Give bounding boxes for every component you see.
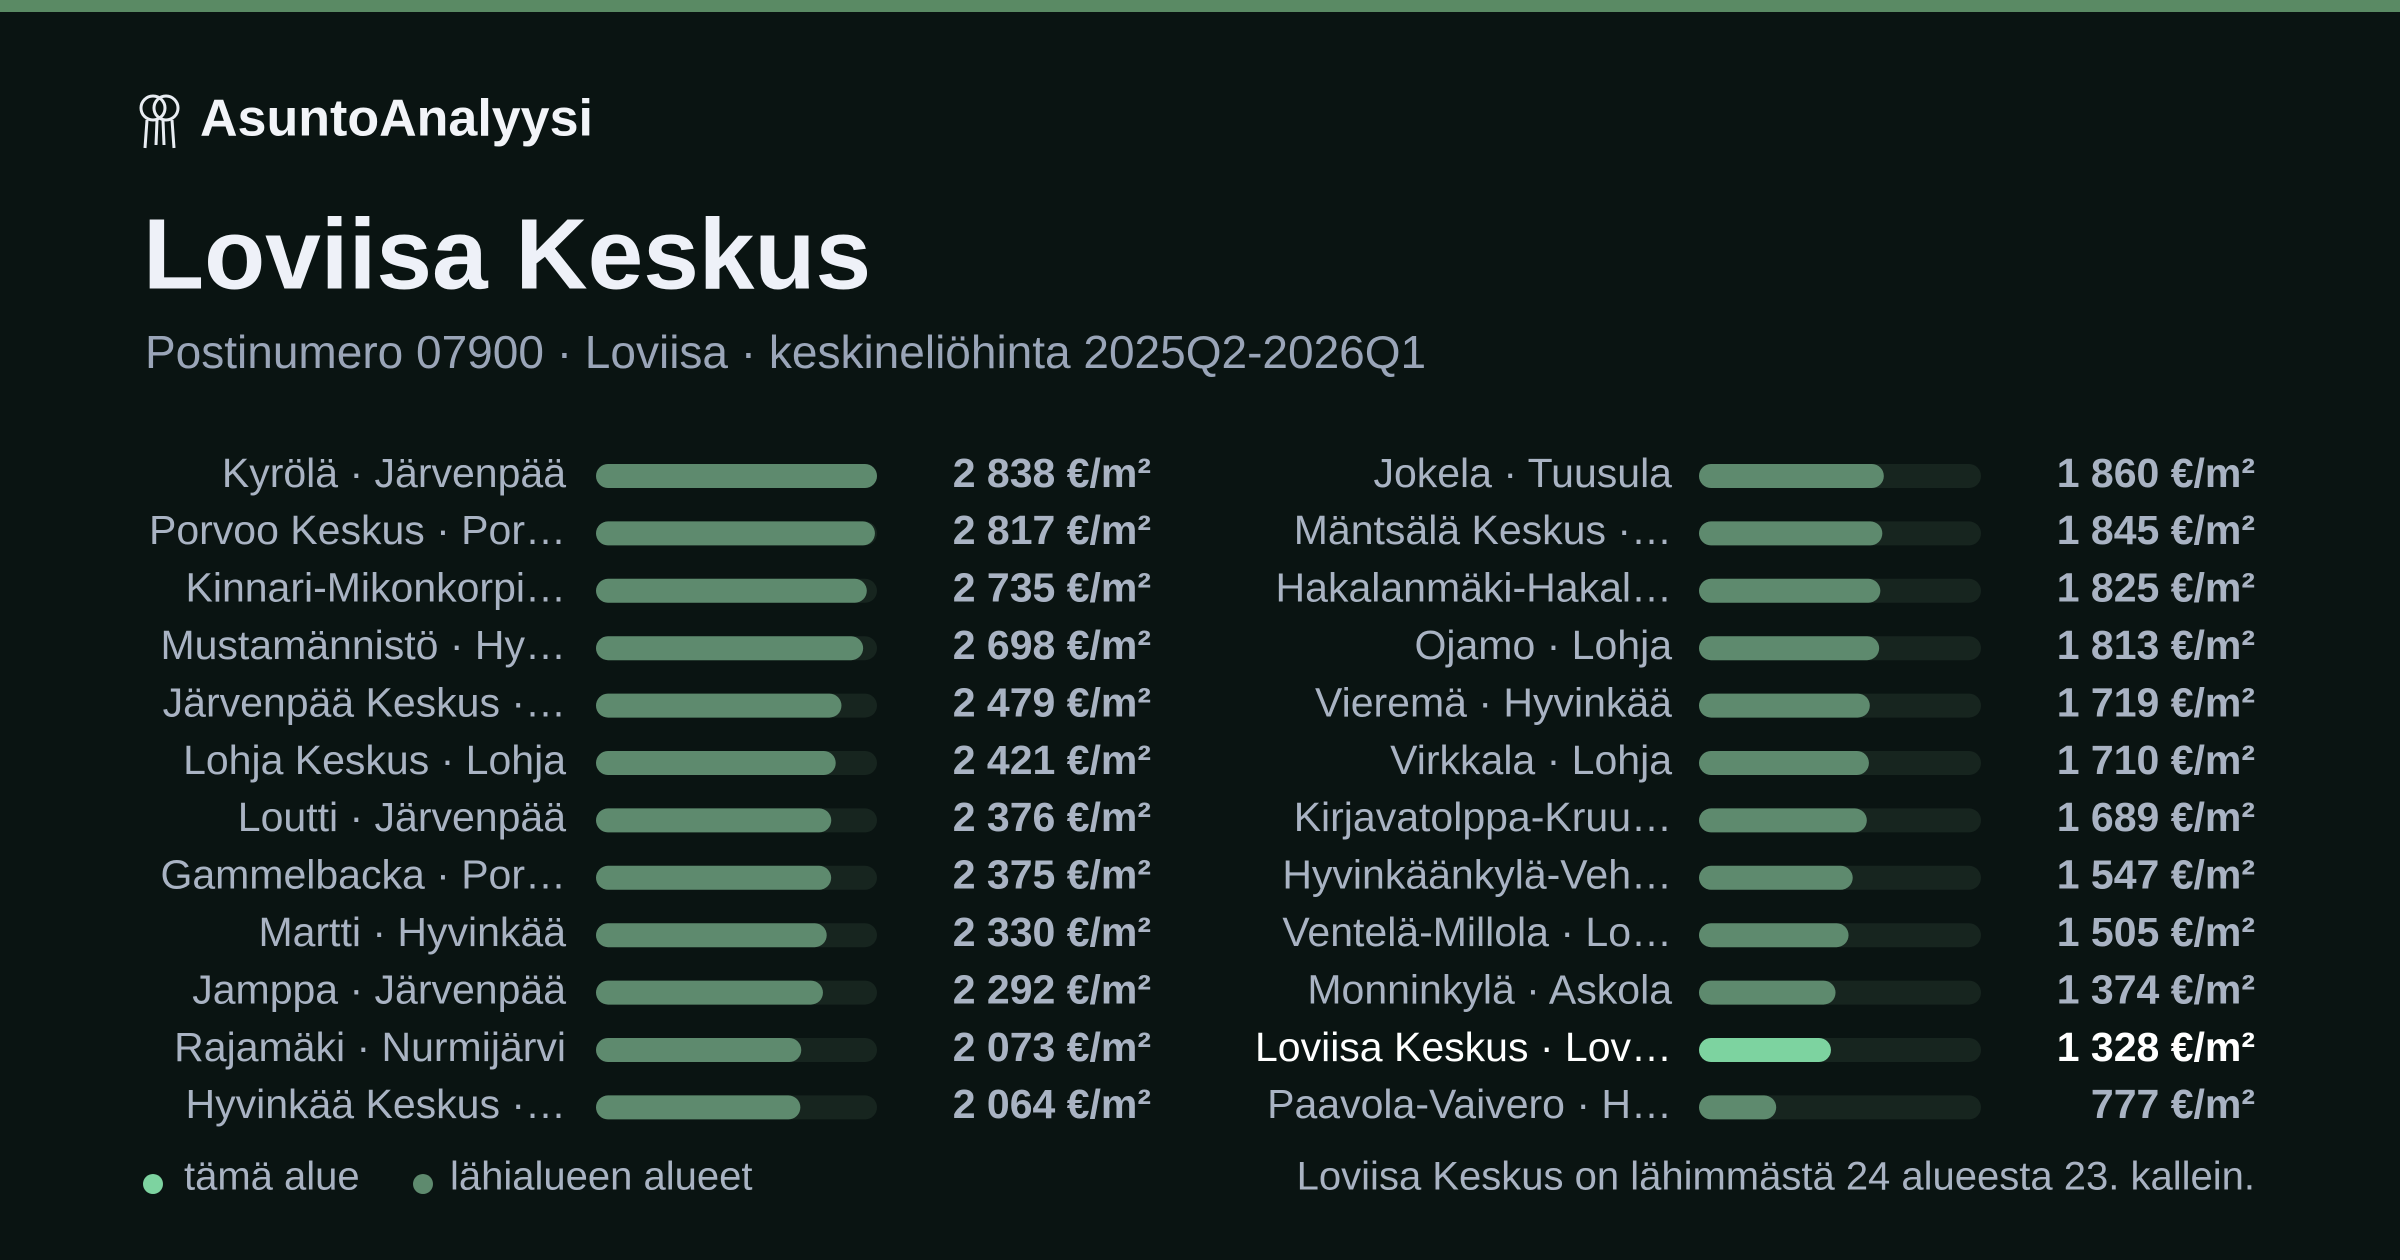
row-label: Loutti · Järvenpää bbox=[238, 794, 566, 840]
value-label: 2 421 €/m² bbox=[953, 737, 1151, 783]
bar bbox=[1699, 636, 1880, 661]
value-label: 2 073 €/m² bbox=[953, 1024, 1151, 1070]
value-label: 1 813 €/m² bbox=[2057, 622, 2255, 668]
value-label: 777 €/m² bbox=[2091, 1081, 2255, 1127]
bar bbox=[596, 1095, 801, 1120]
row-label: Paavola-Vaivero · H… bbox=[1267, 1081, 1672, 1127]
row-label: Loviisa Keskus · Lov… bbox=[1255, 1024, 1672, 1070]
value-label: 1 328 €/m² bbox=[2057, 1024, 2255, 1070]
bar bbox=[1699, 693, 1870, 718]
bar bbox=[596, 1038, 802, 1062]
value-label: 1 860 €/m² bbox=[2057, 450, 2255, 496]
footnote: Loviisa Keskus on lähimmästä 24 alueesta… bbox=[1297, 1155, 2255, 1199]
value-label: 2 838 €/m² bbox=[953, 450, 1151, 496]
row-label: Martti · Hyvinkää bbox=[258, 909, 566, 955]
row-label: Ojamo · Lohja bbox=[1414, 622, 1672, 668]
row-label: Gammelbacka · Por… bbox=[160, 852, 566, 898]
row-label: Rajamäki · Nurmijärvi bbox=[174, 1024, 566, 1070]
top-stripe bbox=[0, 0, 2400, 12]
legend-label: tämä alue bbox=[184, 1155, 360, 1199]
row-label: Vieremä · Hyvinkää bbox=[1315, 679, 1672, 725]
bar bbox=[1699, 923, 1849, 948]
row-label: Hakalanmäki-Hakal… bbox=[1276, 565, 1672, 611]
value-label: 1 719 €/m² bbox=[2057, 679, 2255, 725]
bar bbox=[1699, 1038, 1831, 1062]
bar bbox=[1699, 1095, 1777, 1120]
bar bbox=[596, 980, 823, 1005]
value-label: 2 479 €/m² bbox=[953, 679, 1151, 725]
row-label: Kirjavatolppa-Kruu… bbox=[1294, 794, 1672, 840]
subtitle: Postinumero 07900 · Loviisa · keskineliö… bbox=[145, 326, 1426, 378]
row-label: Virkkala · Lohja bbox=[1390, 737, 1672, 783]
bar bbox=[1699, 521, 1883, 546]
value-label: 1 374 €/m² bbox=[2057, 966, 2255, 1012]
bar bbox=[1699, 980, 1836, 1005]
bar bbox=[1699, 464, 1884, 488]
bar bbox=[596, 521, 875, 546]
row-label: Lohja Keskus · Lohja bbox=[183, 737, 566, 783]
value-label: 2 735 €/m² bbox=[953, 565, 1151, 611]
value-label: 1 689 €/m² bbox=[2057, 794, 2255, 840]
row-label: Jamppa · Järvenpää bbox=[192, 966, 566, 1012]
bar bbox=[596, 751, 836, 775]
value-label: 1 547 €/m² bbox=[2057, 852, 2255, 898]
bar bbox=[596, 636, 864, 661]
value-label: 2 376 €/m² bbox=[953, 794, 1151, 840]
bar bbox=[1699, 865, 1853, 890]
value-label: 1 845 €/m² bbox=[2057, 507, 2255, 553]
row-label: Järvenpää Keskus ·… bbox=[163, 679, 566, 725]
value-label: 2 375 €/m² bbox=[953, 852, 1151, 898]
row-label: Porvoo Keskus · Por… bbox=[149, 507, 566, 553]
value-label: 2 292 €/m² bbox=[953, 966, 1151, 1012]
row-label: Kyrölä · Järvenpää bbox=[222, 450, 566, 496]
value-label: 1 710 €/m² bbox=[2057, 737, 2255, 783]
row-label: Ventelä-Millola · Lo… bbox=[1282, 909, 1672, 955]
legend-dot bbox=[413, 1174, 433, 1194]
row-label: Hyvinkää Keskus ·… bbox=[185, 1081, 566, 1127]
row-label: Jokela · Tuusula bbox=[1373, 450, 1672, 496]
value-label: 1 825 €/m² bbox=[2057, 565, 2255, 611]
row-label: Kinnari-Mikonkorpi… bbox=[185, 565, 566, 611]
bar bbox=[596, 693, 842, 718]
value-label: 1 505 €/m² bbox=[2057, 909, 2255, 955]
bar bbox=[1699, 808, 1867, 833]
bar bbox=[596, 865, 832, 890]
bar bbox=[596, 578, 867, 603]
title: Loviisa Keskus bbox=[143, 198, 871, 310]
value-label: 2 817 €/m² bbox=[953, 507, 1151, 553]
legend-dot bbox=[143, 1174, 163, 1194]
brand-icon bbox=[139, 94, 180, 149]
bar bbox=[1699, 578, 1881, 603]
bar bbox=[596, 808, 832, 833]
row-label: Monninkylä · Askola bbox=[1307, 966, 1672, 1012]
bar bbox=[596, 464, 877, 488]
value-label: 2 698 €/m² bbox=[953, 622, 1151, 668]
value-label: 2 064 €/m² bbox=[953, 1081, 1151, 1127]
row-label: Hyvinkäänkylä-Veh… bbox=[1282, 852, 1672, 898]
legend-label: lähialueen alueet bbox=[450, 1155, 752, 1199]
bar bbox=[596, 923, 827, 948]
row-label: Mäntsälä Keskus ·… bbox=[1294, 507, 1672, 553]
bar bbox=[1699, 751, 1869, 775]
value-label: 2 330 €/m² bbox=[953, 909, 1151, 955]
row-label: Mustamännistö · Hy… bbox=[160, 622, 566, 668]
brand: AsuntoAnalyysi bbox=[200, 90, 593, 148]
